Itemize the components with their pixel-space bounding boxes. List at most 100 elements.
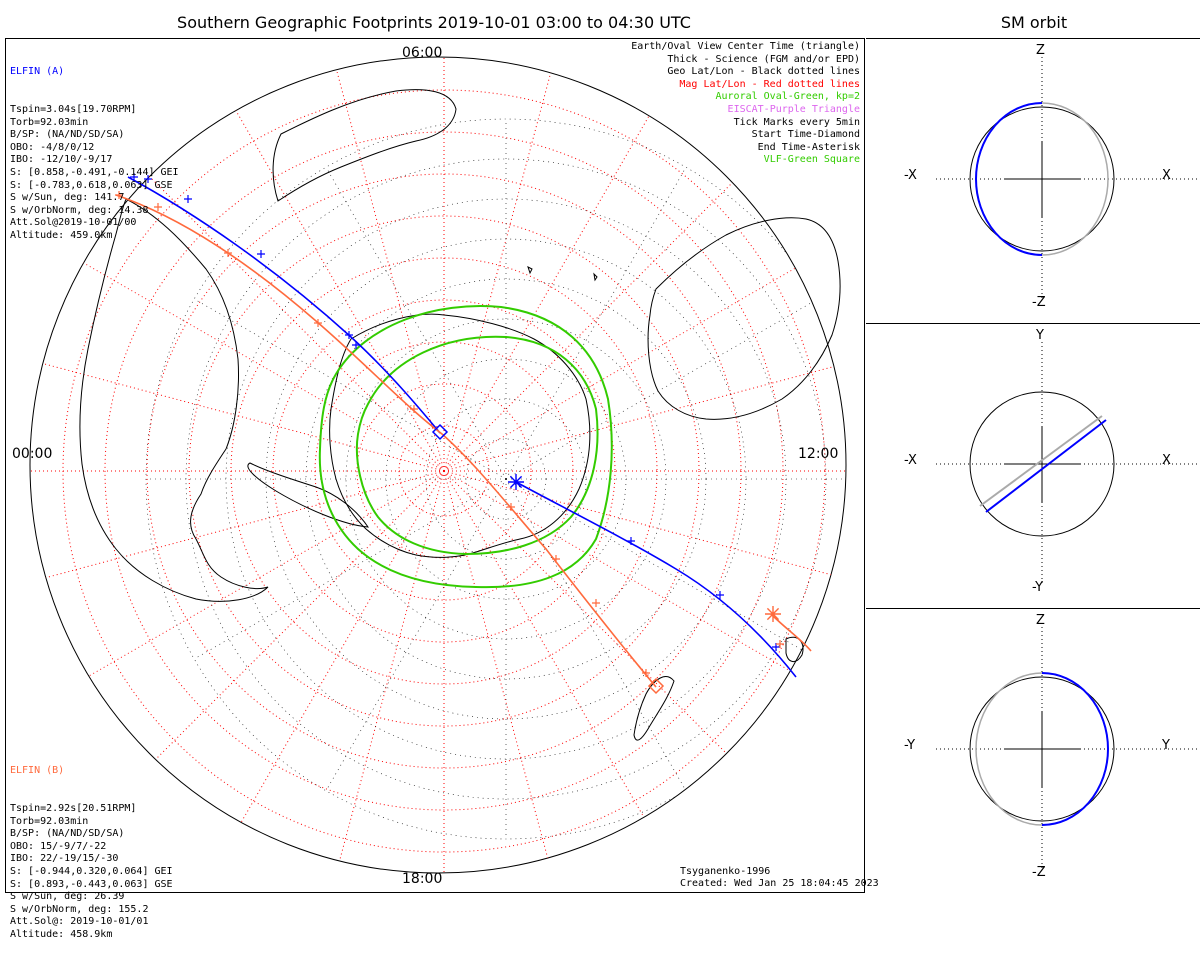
- elfin-a-end-asterisk: [508, 474, 524, 490]
- orbit-front: [975, 102, 1043, 256]
- geo-lat-circle: [145, 118, 846, 840]
- orbit-panel-svg: [936, 627, 1200, 871]
- mag-lon-line: [228, 98, 445, 472]
- elfin-b-start-diamond: [647, 677, 665, 695]
- geo-lon-line: [505, 167, 687, 480]
- elfin-b-tick: [314, 319, 322, 327]
- legend-entry: Geo Lat/Lon - Black dotted lines: [667, 66, 860, 78]
- info-line: Tspin=3.04s[19.70RPM]: [10, 103, 137, 115]
- geo-lon-line: [505, 298, 818, 480]
- orbit-label-top: Y: [1036, 328, 1044, 343]
- info-line: B/SP: (NA/ND/SD/SA): [10, 828, 125, 840]
- mlt-label-right: 12:00: [798, 446, 839, 462]
- mlt-label-bottom: 18:00: [402, 871, 443, 887]
- elfin-a-tick: [130, 173, 138, 181]
- elfin-a-name: ELFIN (A): [10, 66, 65, 78]
- elfin-a-tick: [627, 537, 635, 545]
- elfin-b-tick: [592, 599, 600, 607]
- elfin-b-tick: [224, 249, 232, 257]
- mag-lat-circle: [104, 131, 784, 811]
- mag-lon-line: [30, 359, 445, 472]
- orbit-earth: [969, 106, 1115, 252]
- orbit-label-bottom: -Z: [1032, 865, 1046, 880]
- coast-peninsula: [247, 462, 369, 528]
- info-line: S: [-0.783,0.618,0.063] GSE: [10, 179, 173, 191]
- info-line: Altitude: 458.9km: [10, 928, 113, 940]
- mag-lon-line: [443, 470, 749, 776]
- orbit-front: [1041, 672, 1109, 826]
- polar-map-canvas: [29, 56, 847, 874]
- auroral-ovals: [318, 305, 613, 589]
- created-credit: Created: Wed Jan 25 18:04:45 2023: [680, 878, 879, 889]
- legend-entry: End Time-Asterisk: [757, 141, 860, 153]
- coast-australia: [647, 217, 841, 420]
- elfin-a-info: ELFIN (A) Tspin=3.04s[19.70RPM] Torb=92.0…: [10, 41, 179, 268]
- info-line: Altitude: 459.0km: [10, 229, 113, 241]
- coast-africa: [272, 89, 457, 202]
- elfin-b-tick: [642, 669, 650, 677]
- orbit-label-bottom: -Z: [1032, 295, 1046, 310]
- legend: Earth/Oval View Center Time (triangle) Th…: [560, 41, 860, 167]
- elfin-b-name: ELFIN (B): [10, 765, 65, 777]
- coast-antarctica: [329, 313, 591, 558]
- mag-lon-line: [443, 57, 556, 472]
- elfin-b-lines: Tspin=2.92s[20.51RPM] Torb=92.03min B/SP: …: [10, 803, 173, 942]
- footprint-tracks: [115, 173, 812, 695]
- coast-tasmania: [785, 636, 804, 662]
- legend-entry: Tick Marks every 5min: [733, 116, 860, 128]
- orbit-back: [979, 415, 1103, 507]
- orbit-label-bottom: -Y: [1032, 580, 1044, 595]
- mag-lon-line: [332, 470, 445, 873]
- info-line: S: [0.893,-0.443,0.063] GSE: [10, 878, 173, 890]
- mag-lon-line: [228, 470, 445, 844]
- mag-lat-circle: [188, 215, 700, 727]
- mag-lon-line: [332, 57, 445, 472]
- legend-entry: VLF-Green Square: [763, 154, 860, 166]
- orbit-label-left: -X: [904, 453, 917, 468]
- elfin-a-tick: [184, 195, 192, 203]
- orbit-front: [985, 419, 1107, 513]
- orbit-earth: [969, 676, 1115, 822]
- elfin-b-tick: [507, 503, 515, 511]
- elfin-a-tick: [716, 591, 724, 599]
- coastlines: [79, 89, 841, 741]
- legend-entry: Auroral Oval-Green, kp=2: [715, 91, 861, 103]
- mag-lon-line: [139, 470, 445, 776]
- elfin-a-track-1: [127, 176, 441, 434]
- auroral-oval-inner: [355, 335, 599, 556]
- elfin-a-tick: [352, 341, 360, 349]
- elfin-a-lines: Tspin=3.04s[19.70RPM] Torb=92.03min B/SP: …: [10, 104, 179, 243]
- footprint-map: 06:00 00:00 12:00 18:00: [5, 38, 865, 893]
- orbit-label-right: Y: [1162, 738, 1170, 753]
- info-line: Torb=92.03min: [10, 815, 89, 827]
- orbit-panel-svg: [936, 342, 1200, 586]
- mlt-label-top: 06:00: [402, 45, 443, 61]
- orbit-panel-xy: Y -Y -X X: [866, 323, 1200, 609]
- elfin-b-tick: [552, 555, 560, 563]
- model-credit: Tsyganenko-1996: [680, 866, 771, 877]
- sm-orbit-column: Z -Z -X X Y -Y -X X Z -Z -Y Y: [866, 38, 1200, 893]
- orbit-title: SM orbit: [1000, 13, 1068, 32]
- credits: Tsyganenko-1996 Created: Wed Jan 25 18:04…: [680, 866, 879, 890]
- orbit-label-top: Z: [1036, 613, 1045, 628]
- mag-lon-line: [443, 470, 660, 844]
- info-line: Torb=92.03min: [10, 116, 89, 128]
- coast-island-1: [593, 272, 598, 282]
- elfin-b-tick: [410, 405, 418, 413]
- main-title: Southern Geographic Footprints 2019-10-0…: [177, 13, 691, 32]
- auroral-oval-outer: [318, 305, 613, 589]
- geo-lon-line: [194, 478, 507, 660]
- mag-lon-line: [443, 255, 817, 472]
- coast-new-zealand: [633, 676, 675, 741]
- elfin-a-tick: [345, 331, 353, 339]
- mag-lat-circle: [272, 299, 616, 643]
- orbit-label-right: X: [1162, 168, 1171, 183]
- elfin-footprint-page: Southern Geographic Footprints 2019-10-0…: [5, 13, 1200, 940]
- orbit-panel-yz: Z -Z -Y Y: [866, 608, 1200, 894]
- info-line: OBO: 15/-9/7/-22: [10, 840, 107, 852]
- legend-entry: Start Time-Diamond: [751, 129, 860, 141]
- info-line: Att.Sol@2019-10-01/00: [10, 217, 137, 229]
- mlt-label-left: 00:00: [12, 446, 53, 462]
- elfin-a-tick: [257, 250, 265, 258]
- orbit-label-left: -Y: [904, 738, 916, 753]
